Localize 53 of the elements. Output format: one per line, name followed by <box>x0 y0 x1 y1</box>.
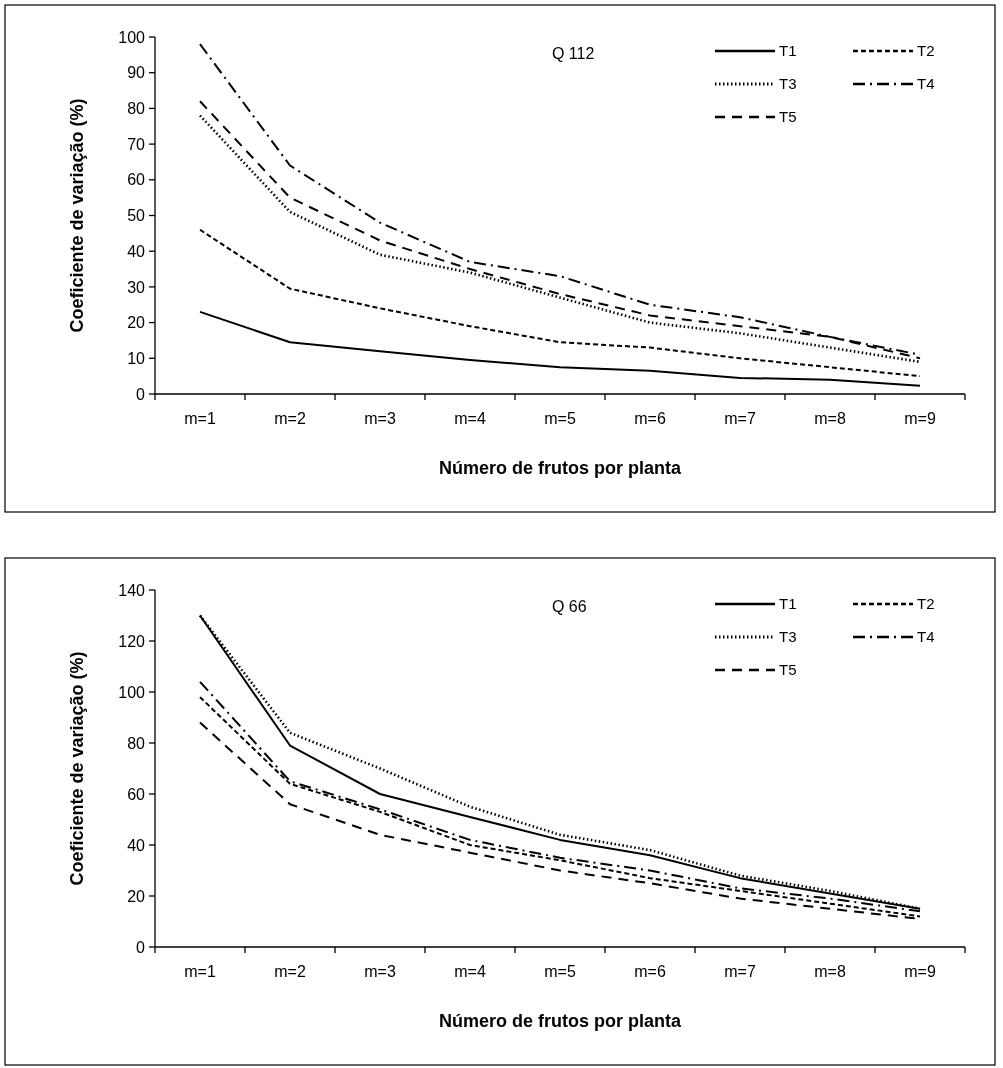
x-tick-label: m=3 <box>364 410 396 427</box>
y-tick-label: 30 <box>127 278 146 296</box>
x-tick-label: m=5 <box>544 963 576 980</box>
legend-label: T1 <box>779 42 797 60</box>
y-tick-label: 80 <box>127 100 146 117</box>
y-tick-label: 140 <box>118 581 146 599</box>
x-axis-title: Número de frutos por planta <box>438 458 682 478</box>
legend-label: T2 <box>917 42 935 60</box>
y-tick-label: 0 <box>136 385 146 403</box>
y-tick-label: 20 <box>127 887 146 905</box>
x-tick-label: m=8 <box>814 963 846 980</box>
y-tick-label: 60 <box>127 171 146 189</box>
text: Q 112 <box>551 45 595 62</box>
legend-label: T3 <box>779 628 797 646</box>
y-tick-label: 40 <box>127 836 146 854</box>
legend-label: T3 <box>779 75 797 93</box>
y-tick-label: 70 <box>127 135 146 153</box>
x-tick-label: m=7 <box>724 963 756 980</box>
legend-label: T4 <box>917 75 935 93</box>
legend-label: T1 <box>779 595 797 613</box>
y-tick-label: 100 <box>118 683 146 701</box>
x-tick-label: m=6 <box>634 963 666 980</box>
legend-label: T2 <box>917 595 935 613</box>
y-tick-label: 40 <box>127 242 146 260</box>
x-axis-title: Número de frutos por planta <box>438 1011 682 1031</box>
x-tick-label: m=4 <box>454 963 486 980</box>
y-tick-label: 10 <box>127 349 146 367</box>
legend-label: T5 <box>779 108 797 126</box>
y-tick-label: 20 <box>127 314 146 332</box>
x-tick-label: m=3 <box>364 963 396 980</box>
x-tick-label: m=6 <box>634 410 666 427</box>
x-tick-label: m=8 <box>814 410 846 427</box>
y-axis-title: Coeficiente de variação (%) <box>67 98 87 333</box>
text: Q 66 <box>551 598 587 615</box>
x-tick-label: m=1 <box>184 410 216 427</box>
x-tick-label: m=7 <box>724 410 756 427</box>
y-tick-label: 90 <box>127 64 146 82</box>
x-tick-label: m=4 <box>454 410 486 427</box>
x-tick-label: m=1 <box>184 963 216 980</box>
legend-label: T4 <box>917 628 935 646</box>
legend-label: T5 <box>779 661 797 679</box>
y-axis-title: Coeficiente de variação (%) <box>67 651 87 886</box>
y-tick-label: 0 <box>136 938 146 956</box>
y-tick-label: 100 <box>118 28 146 46</box>
x-tick-label: m=9 <box>904 963 936 980</box>
x-tick-label: m=5 <box>544 410 576 427</box>
x-tick-label: m=9 <box>904 410 936 427</box>
y-tick-label: 120 <box>118 632 146 650</box>
x-tick-label: m=2 <box>274 410 306 427</box>
x-tick-label: m=2 <box>274 963 306 980</box>
y-tick-label: 80 <box>127 734 146 752</box>
y-tick-label: 50 <box>127 207 146 225</box>
y-tick-label: 60 <box>127 785 146 803</box>
